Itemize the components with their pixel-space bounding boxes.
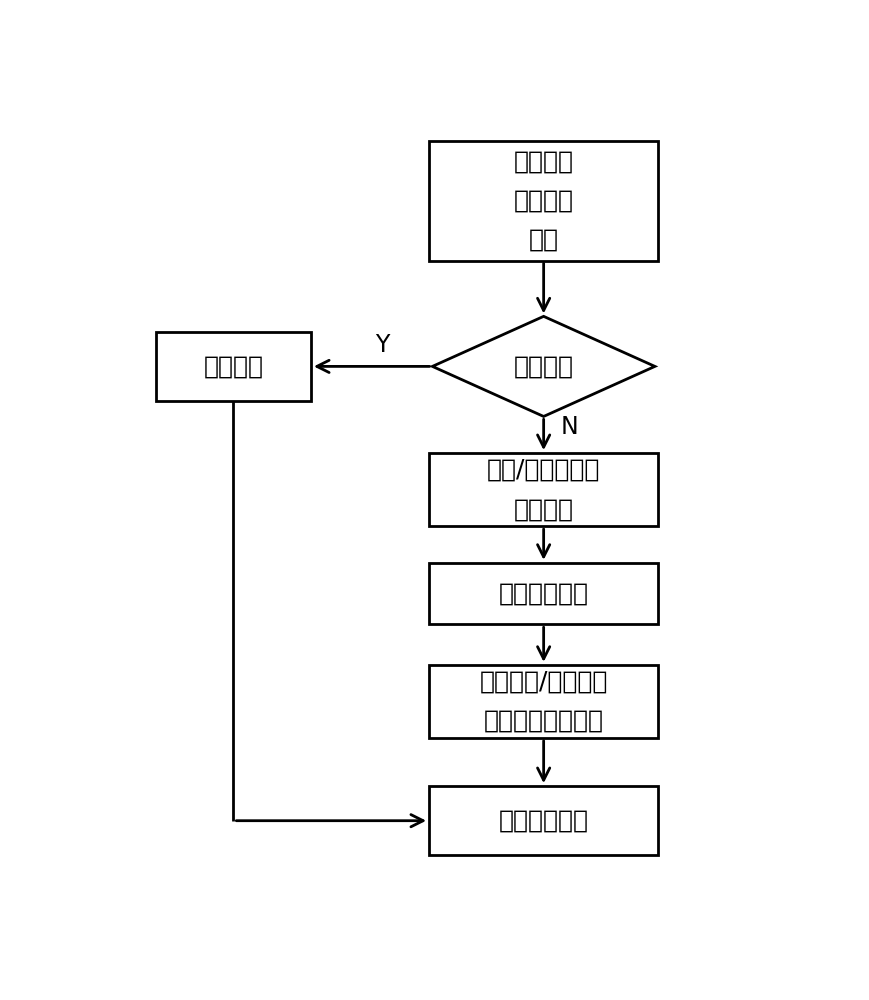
Text: Y: Y <box>375 333 388 357</box>
Text: 雷达/视频目标与
轨迹匹配: 雷达/视频目标与 轨迹匹配 <box>487 458 600 521</box>
Bar <box>428 563 658 624</box>
Bar <box>428 141 658 261</box>
Text: N: N <box>560 415 578 439</box>
Text: 光电目标
雷达目标
轨迹: 光电目标 雷达目标 轨迹 <box>513 150 573 252</box>
Text: 更新后的轨迹: 更新后的轨迹 <box>498 809 588 833</box>
Text: 剩余雷达/视频目标
处理（新建轨迹）: 剩余雷达/视频目标 处理（新建轨迹） <box>479 670 607 733</box>
Bar <box>428 786 658 855</box>
Text: 新建轨迹: 新建轨迹 <box>203 354 263 378</box>
Text: 轨迹更新处理: 轨迹更新处理 <box>498 582 588 606</box>
Bar <box>428 665 658 738</box>
Polygon shape <box>432 316 654 416</box>
Text: 轨迹为空: 轨迹为空 <box>513 354 573 378</box>
Bar <box>156 332 311 401</box>
Bar <box>428 453 658 526</box>
